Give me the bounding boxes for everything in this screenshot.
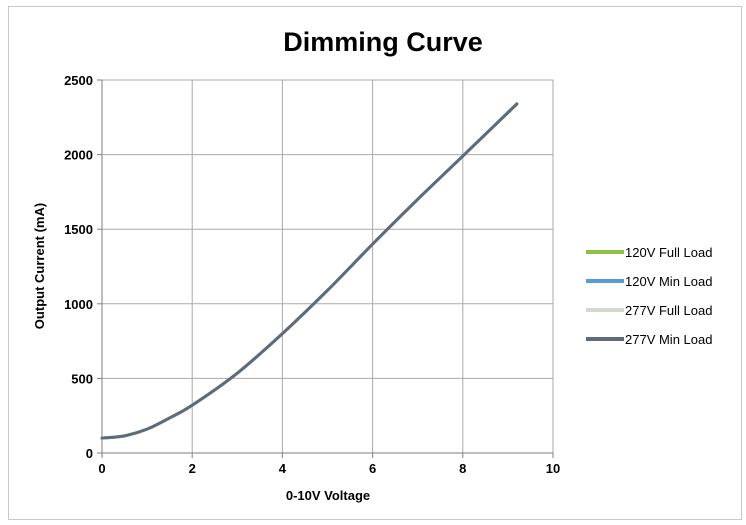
legend-label: 277V Full Load: [625, 303, 712, 318]
y-tick-label: 1000: [64, 297, 93, 312]
x-tick-label: 0: [98, 461, 105, 476]
axes: [97, 79, 554, 458]
x-tick-label: 6: [369, 461, 376, 476]
chart-title: Dimming Curve: [283, 27, 483, 57]
series-lines: [100, 102, 519, 440]
x-tick-label: 10: [546, 461, 560, 476]
series-line-120v-min-load: [100, 102, 519, 440]
y-tick-label: 1500: [64, 222, 93, 237]
x-tick-label: 4: [279, 461, 287, 476]
x-tick-label: 2: [189, 461, 196, 476]
x-tick-label: 8: [459, 461, 466, 476]
y-tick-label: 2000: [64, 148, 93, 163]
legend-label: 277V Min Load: [625, 332, 712, 347]
y-axis-label: Output Current (mA): [32, 203, 47, 329]
series-line-277v-min-load: [100, 102, 519, 440]
legend-label: 120V Min Load: [625, 274, 712, 289]
x-axis-label: 0-10V Voltage: [286, 488, 370, 503]
tick-labels: 0 500 1000 1500 2000 2500 0 2 4 6 8 10: [64, 73, 560, 476]
y-tick-label: 0: [86, 446, 93, 461]
series-line-120v-full-load: [100, 102, 519, 440]
legend-label: 120V Full Load: [625, 245, 712, 260]
legend: 120V Full Load 120V Min Load 277V Full Loa…: [586, 245, 712, 347]
y-tick-label: 2500: [64, 73, 93, 88]
series-line-277v-full-load: [100, 102, 519, 440]
y-tick-label: 500: [71, 371, 93, 386]
